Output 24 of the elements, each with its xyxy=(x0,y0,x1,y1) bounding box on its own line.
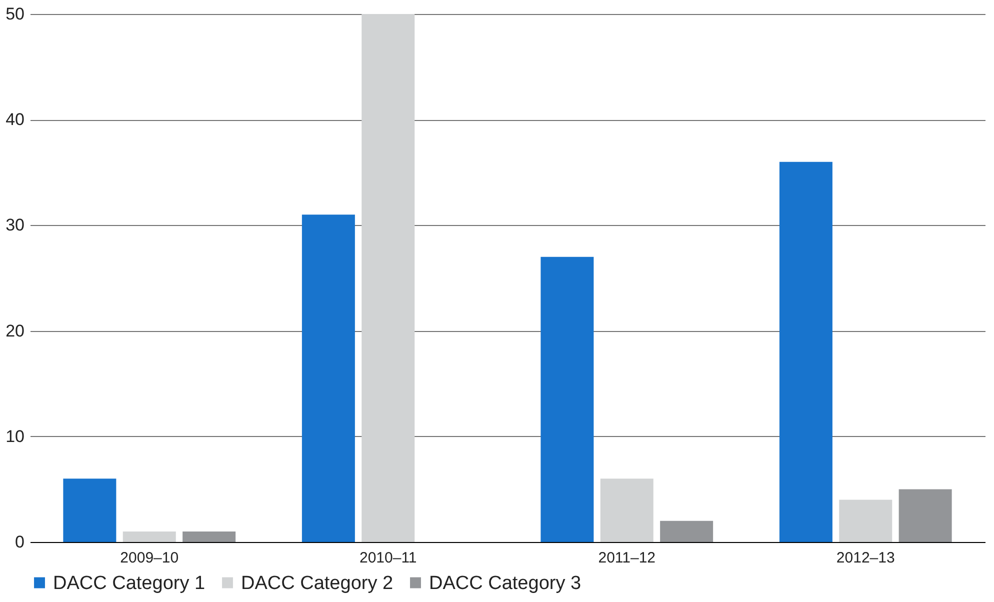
bar xyxy=(898,489,952,542)
legend-label: DACC Category 1 xyxy=(53,572,206,594)
legend-label: DACC Category 2 xyxy=(241,572,394,594)
bar xyxy=(362,14,415,542)
y-tick-label: 50 xyxy=(6,4,24,24)
bar xyxy=(660,520,714,542)
x-tick-label: 2012–13 xyxy=(836,550,895,566)
x-tick-label: 2011–12 xyxy=(598,550,656,566)
y-tick-label: 10 xyxy=(6,426,24,446)
bar xyxy=(63,478,116,542)
y-tick-label: 30 xyxy=(6,216,24,235)
bar xyxy=(122,531,176,542)
bar xyxy=(182,531,236,542)
bar xyxy=(779,162,832,542)
bar xyxy=(839,500,892,542)
x-tick-label: 2009–10 xyxy=(120,550,179,566)
bar xyxy=(302,214,355,542)
y-tick-label: 0 xyxy=(15,532,24,552)
x-tick-label: 2010–11 xyxy=(359,550,417,566)
y-tick-label: 40 xyxy=(6,110,24,130)
bar xyxy=(540,256,594,542)
y-tick-label: 20 xyxy=(6,321,24,340)
legend-label: DACC Category 3 xyxy=(429,572,582,594)
bar xyxy=(600,478,654,542)
